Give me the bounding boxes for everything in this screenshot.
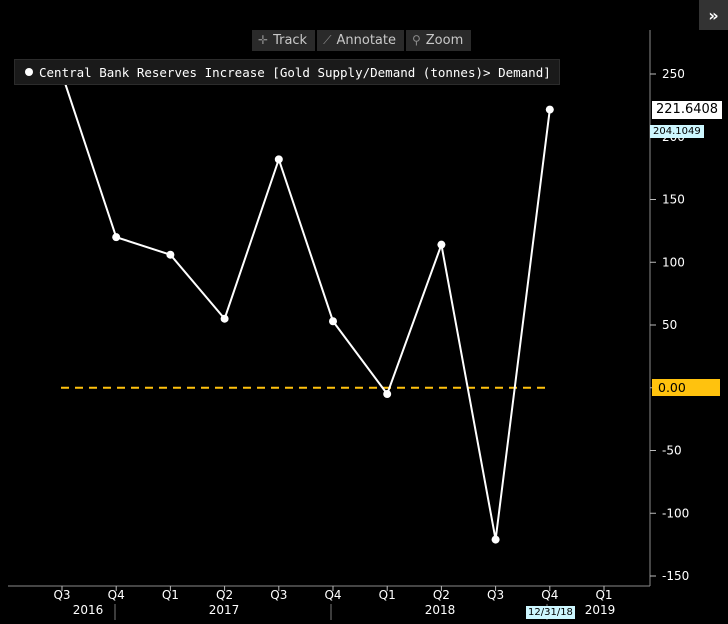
series-layer [58,70,554,544]
x-tick-label: Q1 [162,588,179,602]
y-tick-label: -150 [662,569,689,583]
series-line [61,73,551,540]
y-tick-label: 100 [662,255,685,269]
x-tick-label: Q2 [433,588,450,602]
x-tick-label: Q4 [324,588,341,602]
chart-toolbar: ✛ Track ⟋ Annotate ⚲ Zoom [252,30,472,51]
data-point [166,250,175,259]
y-tick-label: 50 [662,318,677,332]
x-tick-label: Q4 [541,588,558,602]
zero-line-badge: 0.00 [652,379,720,396]
track-label: Track [273,33,308,48]
zoom-button[interactable]: ⚲ Zoom [405,30,472,51]
data-point [491,535,500,544]
data-point [112,233,121,242]
annotate-label: Annotate [336,33,396,48]
zoom-label: Zoom [425,33,464,48]
x-tick-label: Q3 [270,588,287,602]
last-date-badge: 12/31/18 [526,606,575,619]
expand-panel-button[interactable]: » [699,0,728,30]
y-tick-label: -100 [662,506,689,520]
double-chevron-right-icon: » [708,5,719,25]
x-year-label: 2019 [585,603,616,617]
x-tick-label: Q3 [53,588,70,602]
last-value-badge: 221.6408 [652,101,723,119]
data-point [220,314,229,323]
y-tick-label: 150 [662,193,685,207]
x-tick-label: Q1 [595,588,612,602]
x-tick-label: Q3 [487,588,504,602]
y-tick-label: -50 [662,444,682,458]
x-year-label: 2018 [425,603,456,617]
x-tick-label: Q2 [216,588,233,602]
x-year-label: 2016 [73,603,104,617]
legend-label: Central Bank Reserves Increase [Gold Sup… [39,64,551,80]
chart-legend[interactable]: Central Bank Reserves Increase [Gold Sup… [14,59,560,85]
reference-value-badge: 204.1049 [650,125,704,138]
x-tick-label: Q1 [379,588,396,602]
x-axis: Q3 Q4 Q1 Q2 Q3 Q4 Q1 Q2 Q3 Q4 Q1 2016 2017 2018 2019 [53,586,615,620]
track-button[interactable]: ✛ Track [252,30,316,51]
data-point [274,155,283,164]
y-axis: 250200150100500-50-100-150 [650,67,689,583]
legend-marker-icon [25,68,33,76]
data-point [437,240,446,249]
crosshair-icon: ✛ [258,33,269,47]
magnifier-icon: ⚲ [411,33,421,47]
x-tick-label: Q4 [108,588,125,602]
data-point [329,317,337,326]
y-tick-label: 250 [662,67,685,81]
annotate-button[interactable]: ⟋ Annotate [317,30,404,51]
x-year-label: 2017 [209,603,240,617]
data-point [545,105,554,114]
pencil-icon: ⟋ [323,33,332,47]
data-point [383,390,392,399]
